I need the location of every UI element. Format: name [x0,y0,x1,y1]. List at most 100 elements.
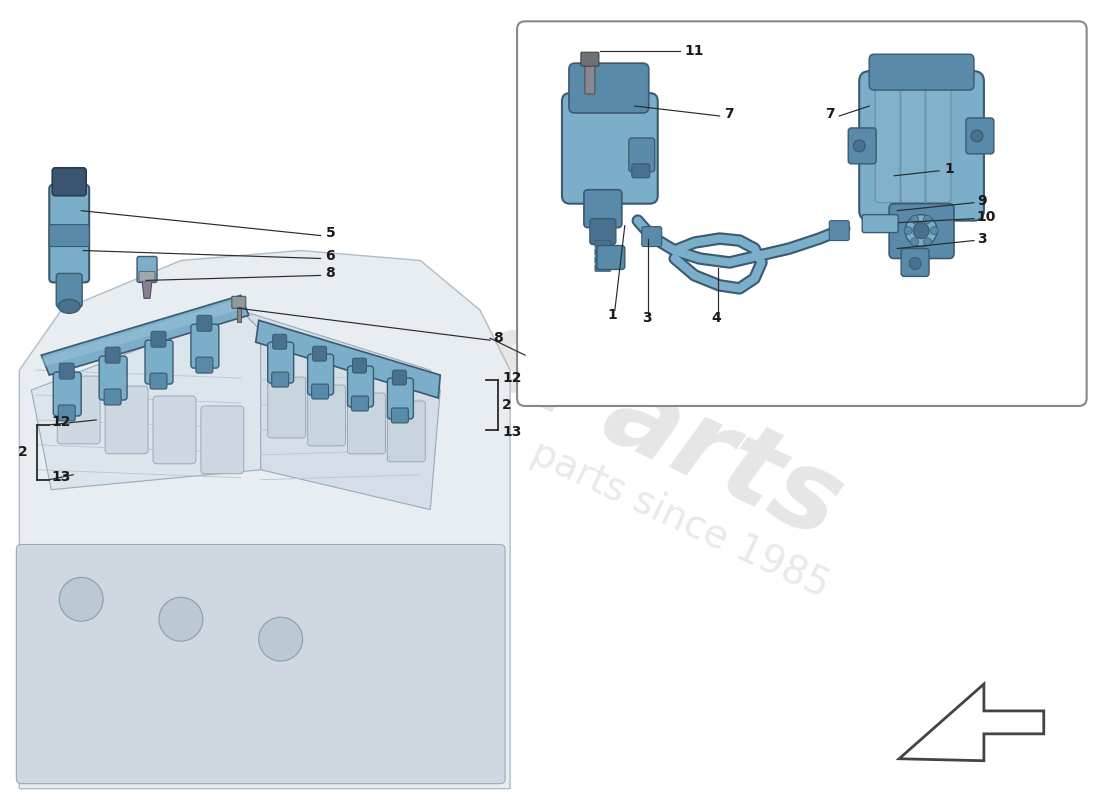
Circle shape [930,226,938,234]
FancyBboxPatch shape [201,406,244,474]
FancyBboxPatch shape [352,358,366,373]
FancyBboxPatch shape [925,85,952,202]
FancyBboxPatch shape [584,190,621,228]
FancyBboxPatch shape [99,356,128,400]
FancyBboxPatch shape [50,185,89,282]
Polygon shape [241,310,440,510]
FancyBboxPatch shape [57,376,100,444]
Text: 4: 4 [712,311,722,326]
FancyBboxPatch shape [308,354,333,395]
FancyBboxPatch shape [585,62,595,94]
Polygon shape [255,320,440,398]
FancyBboxPatch shape [104,389,121,405]
FancyBboxPatch shape [641,226,662,246]
Text: 10: 10 [977,210,997,224]
FancyBboxPatch shape [595,265,610,271]
Polygon shape [31,310,261,490]
Text: 11: 11 [684,44,704,58]
FancyBboxPatch shape [392,408,408,423]
Circle shape [909,258,921,270]
FancyBboxPatch shape [196,357,213,373]
Circle shape [160,598,202,641]
FancyBboxPatch shape [267,342,294,383]
FancyBboxPatch shape [267,377,306,438]
FancyBboxPatch shape [595,241,610,247]
FancyBboxPatch shape [862,214,898,233]
FancyBboxPatch shape [53,372,81,416]
FancyBboxPatch shape [138,257,157,282]
Circle shape [924,215,932,223]
Text: 1: 1 [608,308,617,322]
FancyBboxPatch shape [151,331,166,347]
Ellipse shape [58,299,80,314]
FancyBboxPatch shape [569,63,649,113]
FancyBboxPatch shape [631,164,650,178]
Text: 9: 9 [977,194,987,208]
Polygon shape [42,295,249,375]
FancyBboxPatch shape [58,405,75,421]
Text: 13: 13 [52,470,70,484]
FancyBboxPatch shape [16,545,505,784]
Text: 8: 8 [326,266,336,281]
Circle shape [854,140,866,152]
Text: sParts: sParts [461,299,859,561]
Polygon shape [42,298,245,366]
Text: 7: 7 [725,107,734,121]
FancyBboxPatch shape [859,71,983,221]
FancyBboxPatch shape [273,334,287,349]
FancyBboxPatch shape [901,249,930,277]
Text: 7: 7 [825,107,834,121]
FancyBboxPatch shape [869,54,974,90]
Text: 3: 3 [641,311,651,326]
FancyBboxPatch shape [597,246,625,270]
FancyBboxPatch shape [56,274,82,307]
FancyBboxPatch shape [272,372,288,387]
FancyBboxPatch shape [562,93,658,204]
Circle shape [258,618,303,661]
Circle shape [911,215,918,223]
FancyBboxPatch shape [848,128,877,164]
FancyBboxPatch shape [590,218,616,245]
FancyBboxPatch shape [106,386,148,454]
Polygon shape [236,307,241,322]
FancyBboxPatch shape [829,221,849,241]
FancyBboxPatch shape [629,138,654,172]
FancyBboxPatch shape [308,385,345,446]
Text: 12: 12 [52,415,70,429]
FancyBboxPatch shape [312,346,327,361]
Polygon shape [142,281,152,298]
FancyBboxPatch shape [59,363,74,379]
Circle shape [59,578,103,622]
Text: 3: 3 [977,231,987,246]
FancyBboxPatch shape [50,225,89,246]
FancyBboxPatch shape [876,85,901,202]
FancyBboxPatch shape [106,347,120,363]
FancyBboxPatch shape [387,378,414,419]
FancyBboxPatch shape [900,85,926,202]
Circle shape [905,214,937,246]
Circle shape [971,130,983,142]
Polygon shape [20,250,510,789]
Text: 2: 2 [502,398,512,412]
FancyBboxPatch shape [153,396,196,464]
FancyBboxPatch shape [889,204,954,258]
Circle shape [904,226,912,234]
Circle shape [924,238,932,246]
Text: 13: 13 [502,425,521,439]
FancyBboxPatch shape [348,393,385,454]
FancyBboxPatch shape [966,118,994,154]
Text: 5: 5 [326,226,336,239]
Text: 8: 8 [493,331,503,346]
FancyBboxPatch shape [595,257,610,263]
FancyBboxPatch shape [387,401,426,462]
FancyBboxPatch shape [517,22,1087,406]
Circle shape [913,222,930,238]
FancyBboxPatch shape [232,296,245,308]
Text: 6: 6 [326,249,336,262]
Text: 1: 1 [944,162,954,176]
FancyBboxPatch shape [150,373,167,389]
FancyBboxPatch shape [595,249,610,255]
FancyBboxPatch shape [53,168,86,196]
FancyBboxPatch shape [393,370,406,385]
FancyBboxPatch shape [197,315,212,331]
